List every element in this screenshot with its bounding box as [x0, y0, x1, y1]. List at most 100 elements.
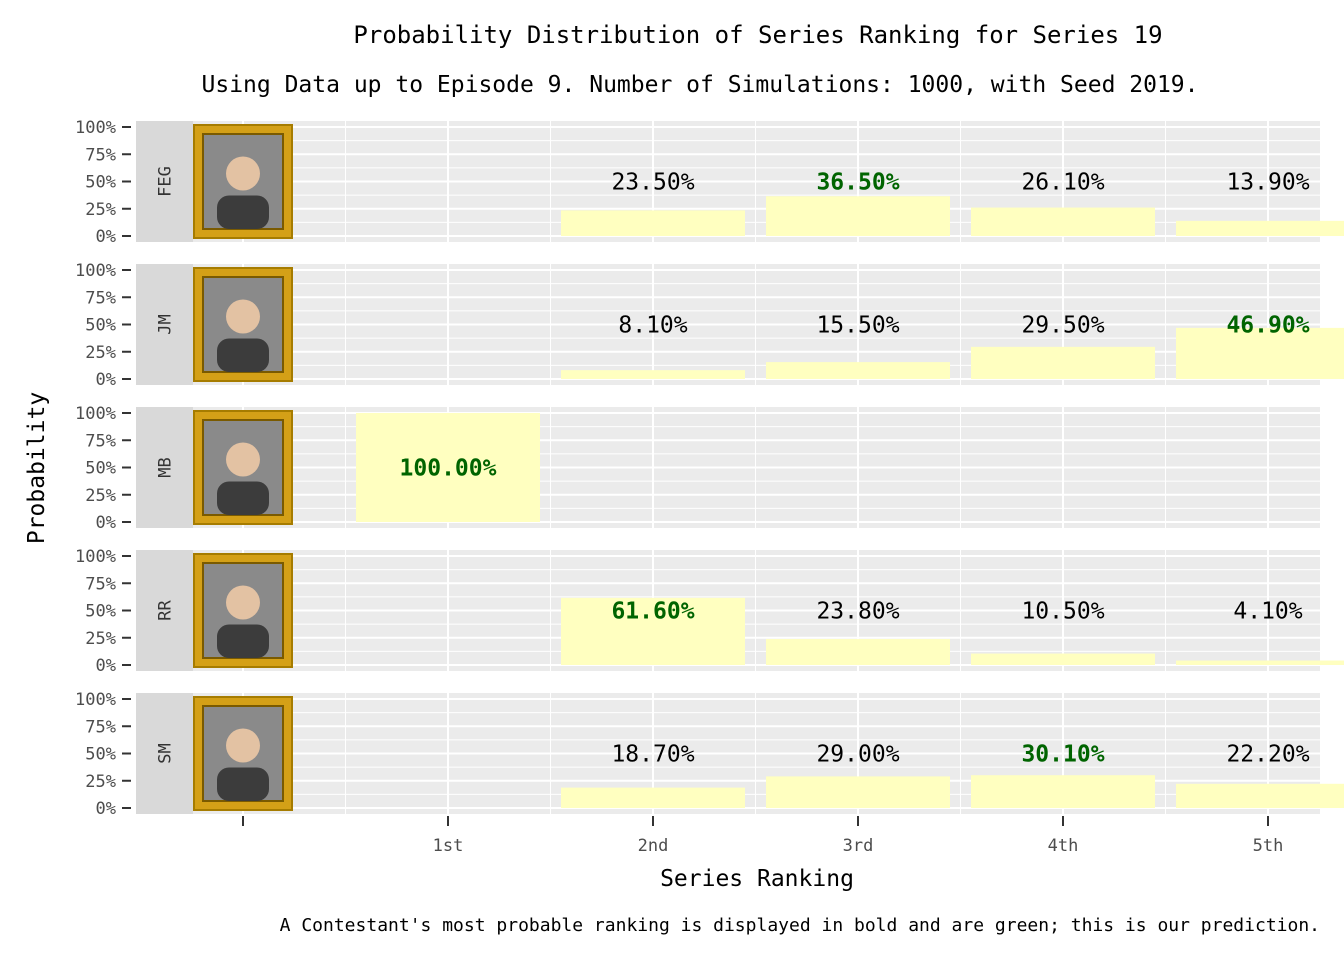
y-tick-label: 75%: [85, 145, 116, 165]
bar: [1176, 327, 1344, 379]
y-tick-label: 75%: [85, 288, 116, 308]
y-tick-label: 25%: [85, 200, 116, 220]
facet-panel-mb: MB 0% 25% 50% 75% 100% 100.00%: [75, 404, 1320, 533]
framed-portrait-icon: [193, 124, 293, 239]
facet-strip: [136, 693, 193, 814]
y-tick-label: 50%: [85, 745, 116, 765]
facet-strip: [136, 407, 193, 528]
framed-portrait-icon: [193, 553, 293, 668]
y-tick-label: 100%: [75, 261, 116, 281]
bar: [766, 196, 950, 236]
bar: [971, 207, 1155, 236]
x-axis-label: Series Ranking: [660, 866, 854, 892]
framed-portrait-icon: [193, 696, 293, 811]
x-tick-label: 5th: [1253, 836, 1284, 856]
y-tick-label: 25%: [85, 772, 116, 792]
facet-panel-rr: RR 0% 25% 50% 75% 100% 61.60% 23.80% 10.50% 4.10%: [75, 547, 1344, 676]
x-axis: 1st 2nd 3rd 4th 5th: [242, 816, 1284, 856]
bar: [971, 653, 1155, 665]
bar: [356, 413, 540, 522]
data-label: 8.10%: [618, 313, 687, 339]
data-label: 46.90%: [1226, 313, 1309, 339]
chart-subtitle: Using Data up to Episode 9. Number of Si…: [202, 72, 1199, 98]
y-tick-label: 25%: [85, 629, 116, 649]
y-tick-label: 50%: [85, 459, 116, 479]
portrait-head: [226, 585, 260, 620]
data-label: 61.60%: [611, 599, 694, 625]
portrait-body: [217, 767, 269, 801]
portrait-head: [226, 156, 260, 191]
y-tick-label: 0%: [96, 513, 116, 533]
y-tick-label: 0%: [96, 370, 116, 390]
facet-strip: [136, 121, 193, 242]
portrait-head: [226, 442, 260, 477]
facet-strip-label: MB: [156, 457, 176, 477]
y-tick-label: 50%: [85, 173, 116, 193]
data-label: 29.50%: [1021, 313, 1104, 339]
data-label: 36.50%: [816, 170, 899, 196]
y-tick-label: 50%: [85, 316, 116, 336]
data-label: 26.10%: [1021, 170, 1104, 196]
y-tick-label: 75%: [85, 717, 116, 737]
bar: [561, 210, 745, 236]
x-tick-label: 1st: [433, 836, 464, 856]
bar: [561, 597, 745, 665]
data-label: 13.90%: [1226, 170, 1309, 196]
y-tick-label: 0%: [96, 656, 116, 676]
facet-strip-label: FEG: [156, 166, 176, 197]
data-label: 10.50%: [1021, 599, 1104, 625]
data-label: 23.80%: [816, 599, 899, 625]
bar: [1176, 660, 1344, 665]
facet-strip-label: RR: [156, 600, 176, 621]
framed-portrait-icon: [193, 267, 293, 382]
bar: [561, 787, 745, 808]
facet-panel-sm: SM 0% 25% 50% 75% 100% 18.70% 29.00% 30.10% 22.20…: [75, 690, 1344, 819]
bar: [971, 775, 1155, 808]
portrait-body: [217, 481, 269, 515]
bar: [971, 346, 1155, 379]
x-tick-label: 3rd: [843, 836, 874, 856]
data-label: 100.00%: [400, 456, 497, 482]
y-tick-label: 100%: [75, 118, 116, 138]
framed-portrait-icon: [193, 410, 293, 525]
y-axis-label: Probability: [24, 392, 50, 544]
data-label: 23.50%: [611, 170, 694, 196]
portrait-body: [217, 624, 269, 658]
facet-strip: [136, 264, 193, 385]
y-tick-label: 75%: [85, 431, 116, 451]
portrait-head: [226, 299, 260, 334]
bar: [766, 362, 950, 379]
chart-title: Probability Distribution of Series Ranki…: [353, 21, 1162, 49]
bar: [766, 639, 950, 665]
y-tick-label: 50%: [85, 602, 116, 622]
bar: [1176, 783, 1344, 808]
facet-strip: [136, 550, 193, 671]
y-tick-label: 100%: [75, 547, 116, 567]
chart-caption: A Contestant's most probable ranking is …: [280, 915, 1320, 936]
x-tick-label: 4th: [1048, 836, 1079, 856]
data-label: 4.10%: [1233, 599, 1302, 625]
data-label: 18.70%: [611, 742, 694, 768]
portrait-body: [217, 195, 269, 229]
facet-strip-label: SM: [156, 743, 176, 763]
data-label: 22.20%: [1226, 742, 1309, 768]
y-tick-label: 100%: [75, 690, 116, 710]
y-tick-label: 25%: [85, 343, 116, 363]
x-tick-label: 2nd: [638, 836, 669, 856]
bar: [1176, 220, 1344, 236]
y-tick-label: 100%: [75, 404, 116, 424]
y-tick-label: 25%: [85, 486, 116, 506]
data-label: 30.10%: [1021, 742, 1104, 768]
y-tick-label: 0%: [96, 227, 116, 247]
portrait-body: [217, 338, 269, 372]
y-tick-label: 75%: [85, 574, 116, 594]
facet-panel-jm: JM 0% 25% 50% 75% 100% 8.10% 15.50% 29.50% 46.90%: [75, 261, 1344, 390]
bar: [561, 370, 745, 379]
data-label: 15.50%: [816, 313, 899, 339]
y-tick-label: 0%: [96, 799, 116, 819]
facet-panel-feg: FEG 0% 25% 50% 75% 100% 23.50% 36.50% 26.10% 13.9…: [75, 118, 1344, 247]
portrait-head: [226, 728, 260, 763]
facet-strip-label: JM: [156, 314, 176, 334]
